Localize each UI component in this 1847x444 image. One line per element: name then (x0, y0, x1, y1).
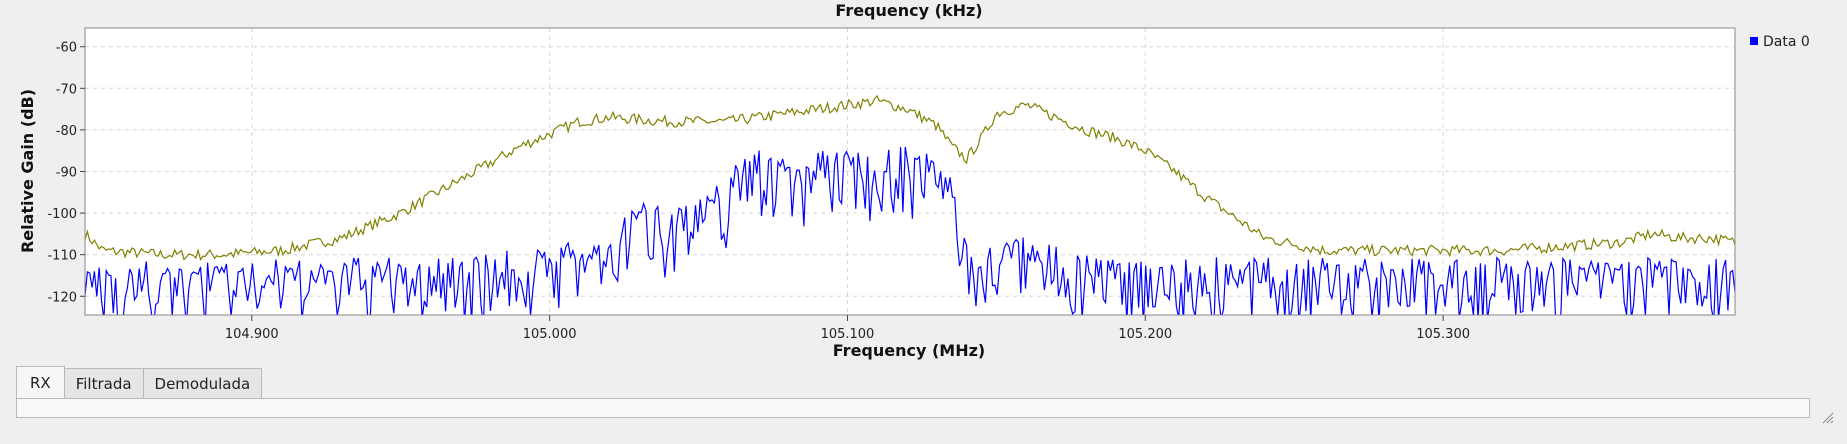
grid (85, 28, 1735, 315)
x-axis-label: Frequency (MHz) (833, 341, 985, 360)
x-tick-label: 105.300 (1416, 327, 1470, 342)
resize-grip-icon[interactable] (1822, 412, 1834, 424)
tab-panel (16, 398, 1810, 418)
tab-bar: RX Filtrada Demodulada (16, 366, 263, 398)
series-line-secondary (85, 94, 1735, 261)
y-tick-label: -60 (56, 41, 77, 56)
top-axis-label: Frequency (kHz) (835, 1, 982, 20)
y-axis-label: Relative Gain (dB) (18, 89, 37, 253)
x-tick-label: 105.000 (523, 327, 577, 342)
series-layer (85, 94, 1735, 315)
x-tick-label: 104.900 (225, 327, 279, 342)
y-tick-label: -70 (56, 82, 77, 97)
y-tick-label: -90 (56, 166, 77, 181)
legend-swatch-data-0 (1750, 37, 1758, 45)
y-tick-label: -80 (56, 124, 77, 139)
frequency-plot: -60-70-80-90-100-110-120 104.900 105.000 1… (18, 1, 1810, 360)
x-axis: 104.900 105.000 105.100 105.200 105.300 (225, 315, 1470, 342)
y-tick-label: -120 (47, 290, 77, 305)
tab-rx[interactable]: RX (16, 366, 65, 398)
tab-filtrada[interactable]: Filtrada (63, 368, 144, 398)
x-tick-label: 105.100 (821, 327, 875, 342)
series-line-data-0 (85, 146, 1735, 315)
y-tick-label: -110 (47, 249, 77, 264)
y-axis: -60 -70 -80 -90 -100 -110 -120 (47, 41, 85, 305)
tab-demodulada[interactable]: Demodulada (142, 368, 263, 398)
y-tick-label: -100 (47, 207, 77, 222)
legend-label-data-0[interactable]: Data 0 (1763, 34, 1810, 50)
x-tick-label: 105.200 (1118, 327, 1172, 342)
